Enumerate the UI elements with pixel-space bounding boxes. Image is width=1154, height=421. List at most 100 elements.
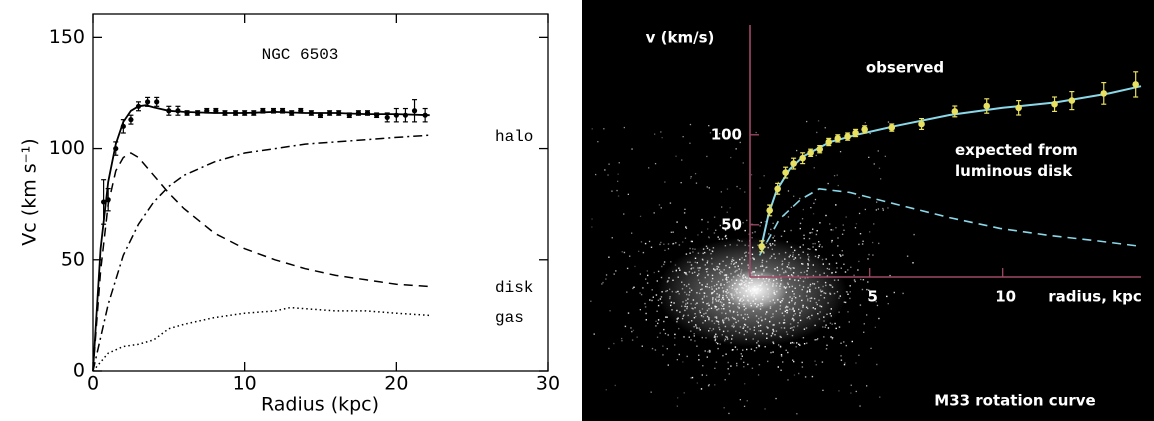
star	[657, 280, 658, 281]
star	[776, 330, 777, 331]
star	[736, 186, 737, 187]
star	[716, 318, 717, 319]
star	[757, 288, 758, 289]
star	[762, 264, 763, 265]
star	[742, 280, 743, 281]
star	[633, 287, 634, 288]
star	[766, 326, 767, 327]
star	[711, 288, 712, 289]
star	[732, 317, 733, 318]
star	[722, 334, 723, 335]
star	[907, 256, 908, 257]
data-point	[289, 110, 294, 115]
star	[618, 195, 619, 196]
star	[885, 156, 886, 157]
star	[811, 315, 812, 316]
star	[789, 296, 790, 297]
star	[732, 257, 733, 258]
star	[788, 267, 789, 268]
star	[659, 204, 660, 205]
star	[752, 288, 753, 289]
star	[781, 236, 782, 237]
star	[867, 258, 868, 259]
star	[772, 243, 773, 244]
star	[689, 248, 690, 249]
star	[776, 285, 777, 286]
star	[639, 292, 640, 293]
star	[830, 323, 831, 324]
star	[720, 285, 721, 286]
star	[727, 289, 728, 290]
star	[703, 313, 704, 314]
star	[634, 266, 635, 267]
star	[816, 234, 817, 235]
star	[759, 225, 760, 226]
star	[809, 289, 810, 290]
star	[820, 295, 821, 296]
star	[698, 279, 699, 280]
star	[758, 322, 759, 323]
star	[697, 382, 698, 383]
star	[854, 279, 855, 280]
star	[844, 364, 845, 365]
star	[693, 326, 694, 327]
star	[800, 246, 801, 247]
star	[835, 272, 836, 273]
star	[745, 330, 746, 331]
star	[796, 342, 797, 343]
star	[790, 328, 791, 329]
star	[652, 289, 653, 290]
y-tick-label: 0	[73, 360, 85, 382]
star	[762, 333, 763, 334]
star	[790, 342, 791, 343]
data-point	[106, 197, 111, 202]
star	[735, 319, 736, 320]
star	[791, 300, 792, 301]
data-point	[195, 110, 200, 115]
star	[779, 253, 780, 254]
star	[774, 235, 775, 236]
star	[700, 329, 701, 330]
star	[824, 297, 825, 298]
star	[825, 215, 826, 216]
star	[832, 286, 833, 287]
star	[721, 312, 722, 313]
star	[728, 277, 729, 278]
star	[849, 298, 850, 299]
star	[743, 162, 744, 163]
star	[815, 199, 816, 200]
star	[793, 342, 794, 343]
star	[822, 390, 823, 391]
star	[696, 292, 697, 293]
star	[766, 311, 767, 312]
star	[733, 318, 734, 319]
star	[792, 286, 793, 287]
star	[760, 266, 761, 267]
star	[708, 303, 709, 304]
star	[686, 274, 687, 275]
data-point	[271, 108, 276, 113]
star	[784, 322, 785, 323]
star	[707, 260, 708, 261]
star	[815, 271, 816, 272]
star	[706, 246, 707, 247]
star	[730, 342, 731, 343]
star	[787, 306, 788, 307]
star	[844, 362, 845, 363]
star	[658, 319, 659, 320]
star	[672, 271, 673, 272]
star	[689, 262, 690, 263]
star	[732, 303, 733, 304]
star	[780, 337, 781, 338]
star	[846, 291, 847, 292]
star	[825, 293, 826, 294]
star	[802, 218, 803, 219]
star	[887, 207, 888, 208]
star	[793, 315, 794, 316]
star	[684, 392, 685, 393]
star	[647, 282, 648, 283]
star	[718, 324, 719, 325]
star	[707, 351, 708, 352]
star	[888, 121, 889, 122]
star	[807, 300, 808, 301]
